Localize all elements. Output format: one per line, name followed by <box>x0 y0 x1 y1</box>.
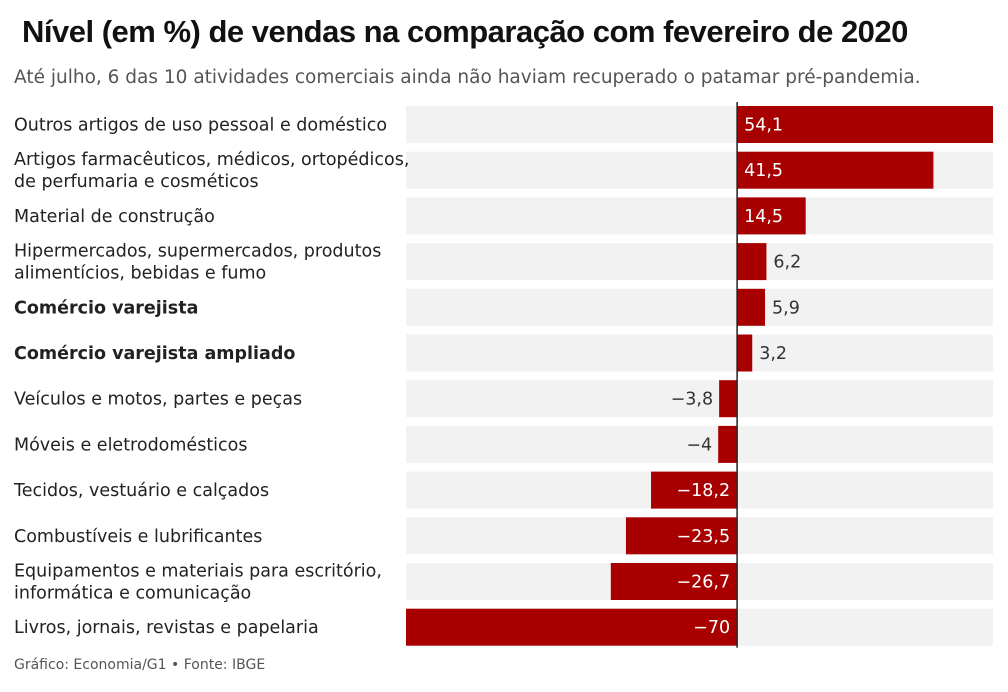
category-label: Livros, jornais, revistas e papelaria <box>14 618 319 638</box>
bar-row-12: Livros, jornais, revistas e papelaria −70 <box>14 608 993 646</box>
bar <box>737 197 806 235</box>
bar <box>737 243 767 281</box>
bar <box>625 517 738 555</box>
chart-source-footer: Gráfico: Economia/G1 • Fonte: IBGE <box>14 657 266 673</box>
category-label: Equipamentos e materiais para escritório… <box>14 562 382 582</box>
value-label: −4 <box>686 435 712 455</box>
value-label: 5,9 <box>772 298 800 318</box>
category-label: Comércio varejista ampliado <box>14 344 295 364</box>
bar <box>737 151 934 189</box>
bar-row-8: Móveis e eletrodomésticos −4 <box>14 425 993 463</box>
bar-row-11: Equipamentos e materiais para escritório… <box>14 562 993 604</box>
bar-row-2: Artigos farmacêuticos, médicos, ortopédi… <box>14 150 993 192</box>
bar-track <box>406 334 993 372</box>
value-label: 54,1 <box>744 116 783 136</box>
value-label: −26,7 <box>676 573 730 593</box>
category-label: Tecidos, vestuário e calçados <box>13 481 269 501</box>
bar-track <box>406 197 993 235</box>
bar-row-4: Hipermercados, supermercados, produtosal… <box>14 242 993 284</box>
category-label: Comércio varejista <box>14 298 198 318</box>
bar <box>737 288 766 326</box>
bar <box>719 380 738 418</box>
bar-row-10: Combustíveis e lubrificantes −23,5 <box>14 517 993 555</box>
bar-row-3: Material de construção 14,5 <box>14 197 993 235</box>
category-label: Material de construção <box>14 207 215 227</box>
value-label: −18,2 <box>676 481 730 501</box>
bar-track <box>406 243 993 281</box>
bar-track <box>406 288 993 326</box>
bar-row-7: Veículos e motos, partes e peças −3,8 <box>14 380 993 418</box>
bar-track <box>406 425 993 463</box>
value-label: 14,5 <box>744 207 783 227</box>
chart-subtitle: Até julho, 6 das 10 atividades comerciai… <box>14 67 921 88</box>
bar-track <box>406 380 993 418</box>
value-label: −3,8 <box>671 390 714 410</box>
value-label: −23,5 <box>676 527 730 547</box>
bar <box>737 106 993 143</box>
category-label: Outros artigos de uso pessoal e doméstic… <box>14 116 387 136</box>
value-label: 6,2 <box>773 253 801 273</box>
value-label: 41,5 <box>744 161 783 181</box>
bar <box>718 425 738 463</box>
category-label: de perfumaria e cosméticos <box>14 172 259 192</box>
bar <box>651 471 738 509</box>
bar <box>610 563 738 600</box>
category-label: Veículos e motos, partes e peças <box>14 390 302 410</box>
category-label: Hipermercados, supermercados, produtos <box>14 242 381 262</box>
category-label: Artigos farmacêuticos, médicos, ortopédi… <box>14 150 409 170</box>
bar-row-1: Outros artigos de uso pessoal e doméstic… <box>14 106 993 143</box>
category-label: Móveis e eletrodomésticos <box>14 435 248 455</box>
value-label: 3,2 <box>759 344 787 364</box>
bar <box>406 608 738 646</box>
category-label: Combustíveis e lubrificantes <box>14 527 262 547</box>
category-label: alimentícios, bebidas e fumo <box>14 264 266 284</box>
chart-title: Nível (em %) de vendas na comparação com… <box>22 14 908 49</box>
bar-row-6: Comércio varejista ampliado 3,2 <box>14 334 993 372</box>
category-label: informática e comunicação <box>14 584 251 604</box>
bar <box>737 334 753 372</box>
value-label: −70 <box>693 618 730 638</box>
bar-row-9: Tecidos, vestuário e calçados −18,2 <box>13 471 993 509</box>
bar-row-5: Comércio varejista 5,9 <box>14 288 993 326</box>
